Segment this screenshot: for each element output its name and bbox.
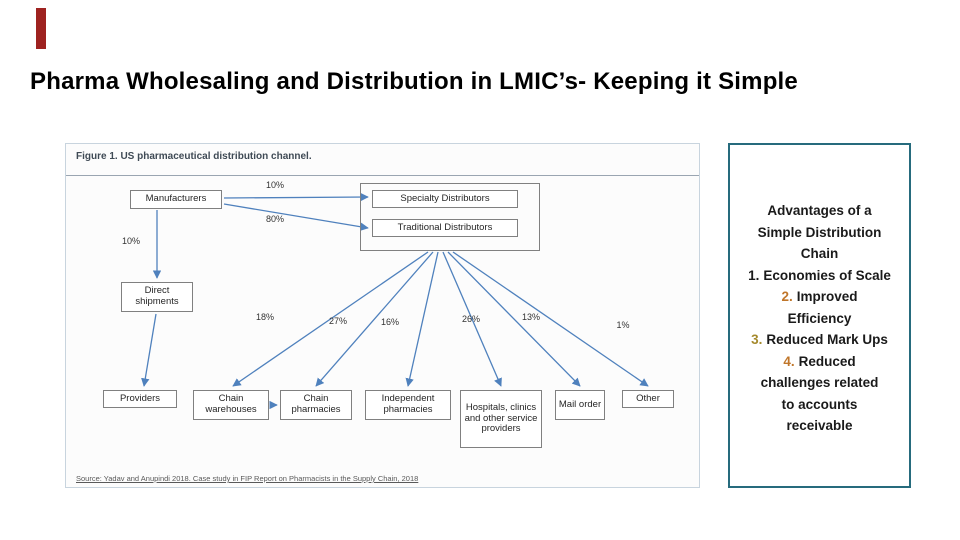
percent-to-independent-pharmacies: 16% (380, 317, 399, 327)
advantages-item-2-number: 2. (781, 289, 793, 304)
advantages-item-3: 3. Reduced Mark Ups (742, 329, 897, 351)
node-providers: Providers (103, 390, 177, 408)
advantages-item-2-text: Improved Efficiency (787, 289, 858, 326)
arrow-manufacturers-to-specialty (223, 192, 369, 202)
node-other: Other (622, 390, 674, 408)
arrow-distributors-to-hospitals (442, 251, 502, 387)
node-independent-pharmacies: Independent pharmacies (365, 390, 451, 420)
distributors-group-box (360, 183, 540, 251)
advantages-item-4: 4. Reduced challenges related to accounts… (742, 351, 897, 437)
percent-to-traditional: 80% (265, 214, 284, 224)
slide-title: Pharma Wholesaling and Distribution in L… (30, 68, 798, 95)
percent-to-chain-warehouses: 18% (255, 312, 274, 322)
figure-caption: Figure 1. US pharmaceutical distribution… (76, 151, 312, 162)
node-direct-shipments: Direct shipments (121, 282, 193, 312)
arrow-manufacturers-to-traditional (223, 203, 369, 231)
percent-to-other: 1% (616, 320, 630, 330)
figure-source: Source: Yadav and Anupindi 2018. Case st… (76, 474, 419, 483)
percent-to-specialty: 10% (265, 180, 284, 190)
advantages-item-1: 1. Economies of Scale (742, 265, 897, 287)
accent-bar (36, 8, 46, 49)
advantages-box: Advantages of a Simple Distribution Chai… (728, 143, 911, 488)
arrow-distributors-to-mail-order (447, 251, 581, 387)
arrow-distributors-to-chain-warehouses (232, 251, 429, 387)
advantages-heading: Advantages of a Simple Distribution Chai… (757, 203, 882, 261)
advantages-item-1-text: Economies of Scale (763, 267, 891, 283)
advantages-item-4-number: 4. (783, 353, 795, 369)
arrow-direct-shipments-to-providers (141, 313, 157, 387)
figure-panel: Figure 1. US pharmaceutical distribution… (65, 143, 700, 488)
percent-to-direct-shipments: 10% (121, 236, 140, 246)
advantages-item-2: 2. Improved Efficiency (742, 286, 897, 329)
node-hospitals-clinics: Hospitals, clinics and other service pro… (460, 390, 542, 448)
node-specialty-distributors: Specialty Distributors (372, 190, 518, 208)
advantages-item-4-text: Reduced challenges related to accounts r… (760, 353, 879, 434)
arrow-distributors-to-chain-pharmacies (315, 251, 434, 387)
percent-to-hospitals: 26% (461, 314, 480, 324)
node-traditional-distributors: Traditional Distributors (372, 219, 518, 237)
percent-to-chain-pharmacies: 27% (328, 316, 347, 326)
node-chain-warehouses: Chain warehouses (193, 390, 269, 420)
flow-arrows (141, 192, 649, 410)
advantages-item-3-text: Reduced Mark Ups (766, 332, 888, 347)
figure-caption-divider (66, 175, 699, 176)
arrow-distributors-to-other (452, 251, 649, 387)
advantages-item-1-number: 1. (748, 267, 760, 283)
arrow-distributors-to-independent-pharmacies (405, 251, 439, 387)
node-chain-pharmacies: Chain pharmacies (280, 390, 352, 420)
advantages-item-3-number: 3. (751, 332, 763, 347)
node-mail-order: Mail order (555, 390, 605, 420)
node-manufacturers: Manufacturers (130, 190, 222, 209)
percent-to-mail-order: 13% (521, 312, 540, 322)
